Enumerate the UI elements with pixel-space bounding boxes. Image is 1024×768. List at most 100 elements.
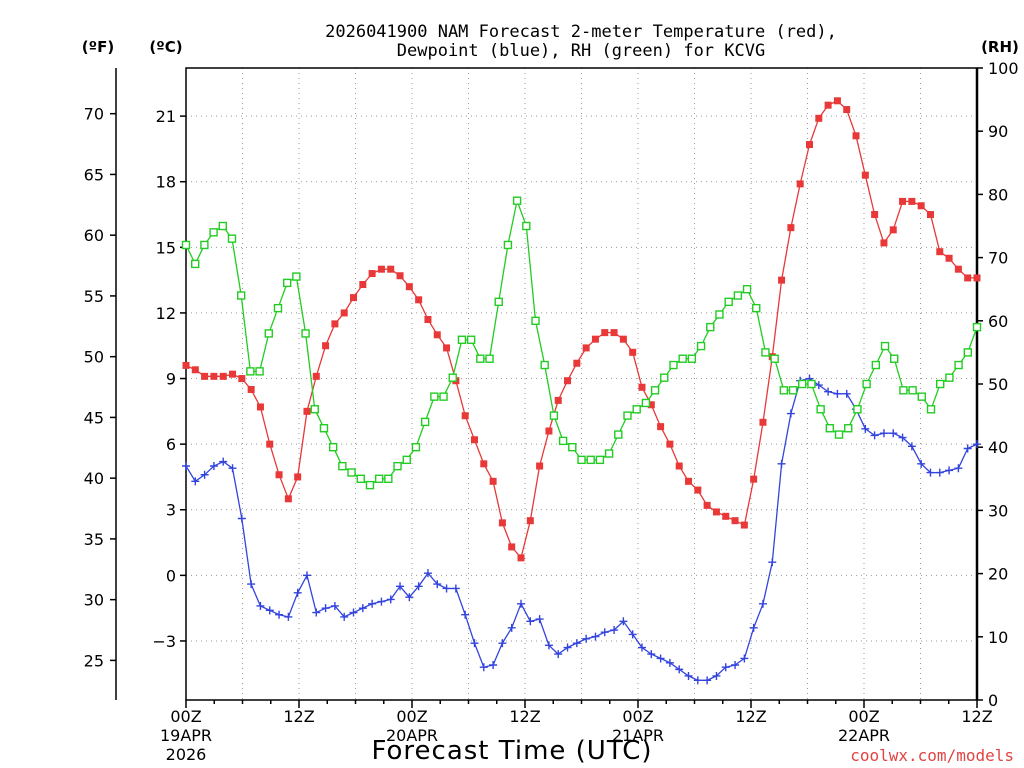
- rh-point: [696, 341, 706, 351]
- rh-point: [319, 424, 329, 433]
- rh-point: [393, 461, 402, 471]
- rh-point: [936, 379, 945, 389]
- dewpoint-point: [302, 571, 311, 580]
- fahrenheit-tick-label: 30: [84, 591, 104, 610]
- dewpoint-point: [675, 665, 684, 674]
- x-tick-label: 00Z: [170, 707, 201, 726]
- rh-point: [880, 341, 890, 351]
- fahrenheit-tick-label: 55: [84, 287, 104, 306]
- temperature-point: [908, 197, 916, 205]
- dewpoint-point: [442, 584, 451, 593]
- rh-point: [558, 436, 568, 446]
- rh-tick-label: 80: [988, 185, 1008, 204]
- rh-point: [678, 354, 687, 363]
- temperature-point: [312, 372, 320, 380]
- temperature-point: [201, 372, 209, 380]
- dewpoint-point: [368, 599, 377, 608]
- dewpoint-point: [721, 663, 730, 672]
- dewpoint-point: [265, 606, 274, 615]
- rh-point: [623, 411, 632, 420]
- dewpoint-point: [498, 639, 507, 648]
- rh-point: [632, 405, 641, 414]
- dewpoint-point: [256, 601, 265, 610]
- rh-point: [549, 411, 559, 420]
- temperature-point: [824, 101, 832, 109]
- temperature-point: [424, 315, 432, 323]
- rh-point: [402, 455, 411, 465]
- temperature-point: [619, 335, 627, 343]
- rh-point: [356, 474, 365, 483]
- celsius-tick-label: 9: [166, 370, 176, 389]
- temperature-point: [731, 517, 739, 525]
- temperature-point: [964, 274, 972, 282]
- fahrenheit-tick-label: 25: [84, 651, 104, 670]
- dewpoint-point: [945, 466, 954, 475]
- rh-point: [614, 430, 623, 439]
- dewpoint-point: [749, 623, 758, 632]
- dewpoint-point: [619, 617, 628, 626]
- rh-point: [200, 240, 209, 250]
- rh-point: [310, 405, 319, 414]
- dewpoint-point: [377, 597, 386, 606]
- celsius-tick-label: 3: [166, 501, 176, 520]
- dewpoint-point: [963, 444, 972, 453]
- rh-tick-label: 30: [988, 501, 1008, 520]
- rh-point: [890, 354, 899, 363]
- dewpoint-point: [703, 676, 712, 685]
- dewpoint-point: [200, 470, 209, 479]
- celsius-tick-label: 18: [156, 173, 176, 192]
- temperature-point: [266, 440, 274, 448]
- dewpoint-point: [312, 608, 321, 617]
- temperature-point: [275, 471, 283, 479]
- rh-point: [246, 367, 255, 376]
- rh-point: [292, 272, 301, 281]
- rh-point: [816, 405, 825, 414]
- temperature-point: [954, 265, 962, 273]
- credit-text: coolwx.com/models: [850, 746, 1014, 765]
- temperature-point: [433, 331, 441, 339]
- temperature-point: [470, 436, 478, 444]
- temperature-point: [861, 171, 869, 179]
- x-tick-date-label: 22APR: [838, 726, 890, 745]
- temperature-point: [526, 517, 534, 525]
- dewpoint-point: [489, 661, 498, 670]
- temperature-point: [182, 361, 190, 369]
- temperature-point: [675, 462, 683, 470]
- temperature-point: [508, 543, 516, 551]
- rh-point: [512, 196, 522, 205]
- temperature-point: [871, 211, 879, 219]
- temperature-point: [945, 254, 953, 262]
- temperature-point: [219, 372, 227, 380]
- temperature-point: [573, 359, 581, 367]
- temperature-point: [229, 370, 237, 378]
- temperature-point: [377, 265, 385, 273]
- dewpoint-point: [656, 654, 665, 663]
- rh-tick-label: 90: [988, 122, 1008, 141]
- rh-tick-label: 100: [988, 59, 1019, 78]
- temperature-point: [536, 462, 544, 470]
- dewpoint-point: [191, 477, 200, 486]
- rh-point: [190, 259, 200, 269]
- rh-point: [209, 228, 218, 237]
- rh-point: [531, 316, 540, 325]
- x-tick-label: 12Z: [961, 707, 992, 726]
- dewpoint-point: [349, 608, 358, 617]
- temperature-point: [582, 344, 590, 352]
- rh-tick-label: 20: [988, 565, 1008, 584]
- temperature-point: [629, 348, 637, 356]
- celsius-tick-label: −3: [152, 632, 176, 651]
- rh-point: [595, 455, 605, 465]
- dewpoint-point: [814, 381, 823, 390]
- dewpoint-point: [693, 676, 702, 685]
- rh-point: [862, 379, 871, 389]
- celsius-tick-label: 6: [166, 435, 176, 454]
- rh-unit-label: (RH): [981, 38, 1019, 56]
- rh-point: [715, 310, 724, 319]
- rh-point: [457, 335, 467, 344]
- temperature-point: [703, 501, 711, 509]
- dewpoint-point: [247, 580, 256, 589]
- rh-point: [540, 360, 549, 370]
- dewpoint-point: [786, 409, 795, 418]
- temperature-point: [759, 418, 767, 426]
- rh-point: [807, 379, 816, 389]
